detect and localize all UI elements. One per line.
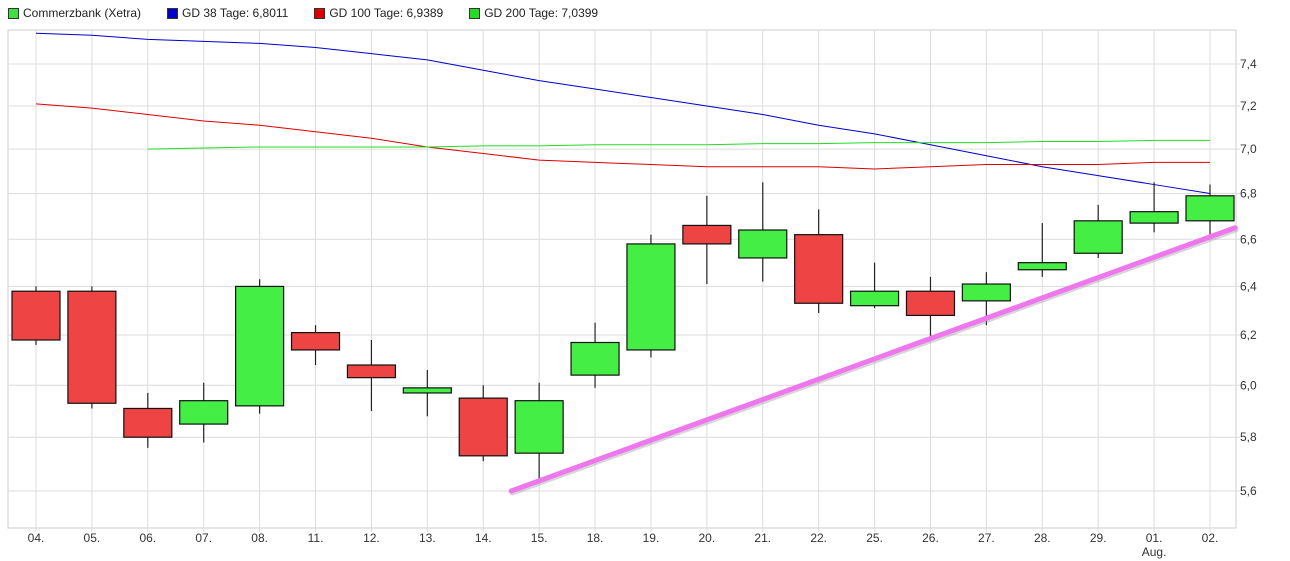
month-label: Aug.	[1142, 545, 1167, 559]
x-tick-label: 18.	[587, 531, 604, 545]
legend-item-gd100: GD 100 Tage: 6,9389	[314, 5, 443, 21]
candle-body	[458, 397, 508, 457]
x-tick-label: 01.	[1146, 531, 1163, 545]
candle-body	[402, 387, 452, 394]
y-tick-label: 6,2	[1240, 328, 1257, 342]
x-tick-label: 21.	[754, 531, 771, 545]
moving-average-line	[35, 103, 1210, 170]
legend-item-gd200: GD 200 Tage: 7,0399	[469, 5, 598, 21]
x-tick-label: 11.	[308, 531, 324, 545]
y-tick-label: 7,2	[1240, 99, 1257, 113]
candle-body	[1185, 195, 1235, 222]
legend-swatch	[469, 7, 481, 19]
legend-item-price: Commerzbank (Xetra)	[8, 5, 141, 21]
legend-swatch	[314, 7, 326, 19]
moving-average-line	[147, 139, 1210, 150]
candle-body	[794, 234, 844, 304]
x-tick-label: 14.	[475, 531, 492, 545]
x-tick-label: 25.	[866, 531, 883, 545]
x-tick-label: 13.	[419, 531, 436, 545]
y-tick-label: 6,8	[1240, 187, 1257, 201]
candle-body	[67, 290, 117, 404]
y-tick-label: 7,4	[1240, 57, 1257, 71]
candle-body	[1017, 262, 1067, 271]
candle-body	[682, 224, 732, 245]
candle-body	[849, 290, 900, 307]
candle-body	[626, 243, 676, 351]
x-tick-label: 28.	[1034, 531, 1051, 545]
candle-body	[570, 341, 620, 376]
moving-average-line	[35, 32, 1211, 195]
x-tick-label: 27.	[978, 531, 995, 545]
x-tick-label: 29.	[1090, 531, 1107, 545]
candle-body	[738, 229, 788, 259]
y-tick-label: 7,0	[1240, 142, 1257, 156]
candle-body	[1073, 220, 1123, 254]
candle-body	[290, 331, 341, 351]
legend-swatch	[167, 7, 179, 19]
x-tick-label: 19.	[643, 531, 660, 545]
x-tick-label: 06.	[139, 531, 156, 545]
candle-body	[961, 283, 1011, 302]
candle-body	[235, 285, 285, 407]
x-tick-label: 22.	[810, 531, 827, 545]
y-tick-label: 6,4	[1240, 279, 1257, 293]
x-tick-label: 12.	[363, 531, 380, 545]
x-tick-label: 05.	[84, 531, 101, 545]
x-tick-label: 15.	[531, 531, 548, 545]
plot-area	[7, 29, 1237, 529]
x-tick-label: 04.	[28, 531, 45, 545]
y-tick-label: 5,6	[1240, 484, 1257, 498]
candle-body	[905, 290, 956, 317]
x-tick-label: 20.	[699, 531, 716, 545]
y-tick-label: 6,0	[1240, 378, 1257, 392]
x-tick-label: 08.	[251, 531, 268, 545]
candle-body	[514, 400, 564, 454]
candle-body	[11, 290, 61, 341]
legend-label: Commerzbank (Xetra)	[23, 6, 142, 20]
y-tick-label: 6,6	[1240, 232, 1257, 246]
x-tick-label: 07.	[195, 531, 212, 545]
candle-body	[346, 364, 397, 379]
candle-body	[123, 407, 173, 438]
candle-body	[179, 400, 229, 425]
x-tick-label: 26.	[922, 531, 939, 545]
x-tick-label: 02.	[1202, 531, 1219, 545]
y-tick-label: 5,8	[1240, 430, 1257, 444]
trendline	[508, 225, 1238, 494]
legend-label: GD 38 Tage: 6,8011	[182, 6, 289, 20]
legend-swatch	[8, 7, 19, 19]
legend: Commerzbank (Xetra) GD 38 Tage: 6,8011 G…	[8, 5, 598, 21]
legend-label: GD 100 Tage: 6,9389	[329, 6, 444, 20]
legend-label: GD 200 Tage: 7,0399	[484, 6, 599, 20]
legend-item-gd38: GD 38 Tage: 6,8011	[167, 5, 288, 21]
candle-body	[1129, 211, 1179, 224]
